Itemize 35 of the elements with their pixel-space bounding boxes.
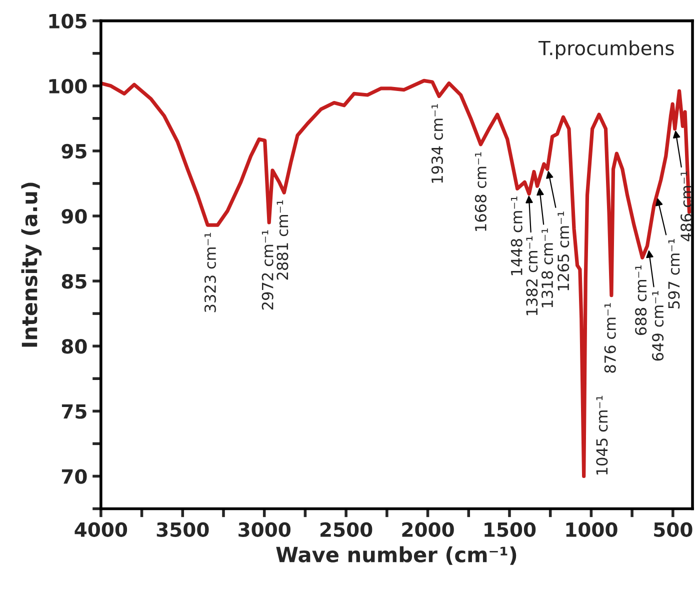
line-series bbox=[100, 78, 692, 478]
y-tick-label: 75 bbox=[62, 404, 86, 419]
annotation: 649 cm⁻¹ bbox=[652, 291, 664, 361]
y-tick-label: 70 bbox=[62, 469, 87, 484]
y-tick-label: 80 bbox=[62, 339, 87, 354]
annotation: 1382 cm⁻¹ bbox=[526, 236, 538, 316]
x-tick-label: 4000 bbox=[74, 522, 128, 537]
annotation: 486 cm⁻¹ bbox=[680, 171, 692, 242]
annotation: 1668 cm⁻¹ bbox=[474, 152, 486, 231]
x-tick-label: 1000 bbox=[566, 522, 618, 537]
x-tick-label: 3000 bbox=[238, 522, 290, 537]
x-tick-label: 2500 bbox=[320, 522, 372, 537]
annotation: 3323 cm⁻¹ bbox=[204, 232, 216, 312]
annotation: T.procumbens bbox=[538, 40, 674, 60]
annotation: 1934 cm⁻¹ bbox=[431, 104, 443, 183]
y-tick-label: 85 bbox=[62, 274, 86, 289]
annotation: 597 cm⁻¹ bbox=[668, 238, 680, 308]
annotation: 2881 cm⁻¹ bbox=[276, 200, 288, 280]
annotation: 1265 cm⁻¹ bbox=[558, 212, 570, 290]
annotation: 1045 cm⁻¹ bbox=[596, 396, 608, 475]
annotation: 876 cm⁻¹ bbox=[604, 303, 616, 373]
annotation: 688 cm⁻¹ bbox=[635, 265, 647, 335]
x-axis-title: Wave number (cm⁻¹) bbox=[276, 546, 516, 565]
y-tick-label: 105 bbox=[49, 14, 86, 28]
y-tick-label: 100 bbox=[49, 78, 87, 94]
y-axis-title: Intensity (a.u) bbox=[21, 182, 42, 347]
x-tick-label: 3500 bbox=[156, 522, 209, 537]
annotation: 1448 cm⁻¹ bbox=[510, 196, 522, 276]
x-tick-label: 1500 bbox=[484, 522, 536, 537]
y-tick-label: 95 bbox=[62, 144, 86, 159]
annotation: 1318 cm⁻¹ bbox=[541, 228, 554, 308]
y-tick-label: 90 bbox=[62, 208, 87, 224]
annotation: 2972 cm⁻¹ bbox=[262, 230, 274, 310]
x-tick-label: 2000 bbox=[402, 522, 454, 537]
x-tick-label: 500 bbox=[654, 522, 692, 537]
